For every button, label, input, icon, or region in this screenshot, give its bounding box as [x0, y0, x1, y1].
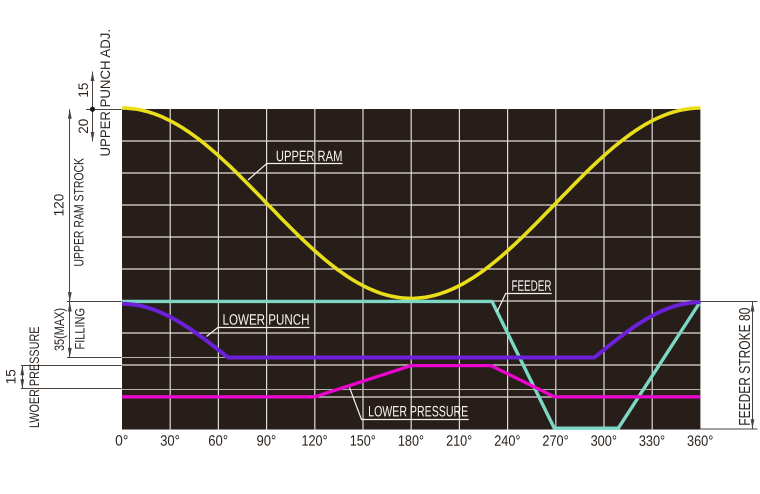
- svg-text:270°: 270°: [542, 433, 568, 450]
- svg-text:300°: 300°: [591, 433, 617, 450]
- svg-text:120°: 120°: [302, 433, 328, 450]
- svg-text:15: 15: [76, 83, 91, 98]
- svg-text:FILLING: FILLING: [71, 308, 87, 350]
- svg-text:FEEDER STROKE 80: FEEDER STROKE 80: [737, 307, 754, 425]
- svg-text:120: 120: [51, 193, 67, 216]
- svg-text:150°: 150°: [350, 433, 376, 450]
- svg-text:240°: 240°: [494, 433, 520, 450]
- svg-text:210°: 210°: [446, 433, 472, 450]
- svg-text:0°: 0°: [115, 433, 128, 450]
- svg-text:35(MAX): 35(MAX): [51, 308, 67, 351]
- svg-text:360°: 360°: [687, 433, 713, 450]
- svg-text:LOWER PRESSURE: LOWER PRESSURE: [368, 403, 468, 420]
- svg-text:LWOER PRESSURE: LWOER PRESSURE: [26, 327, 42, 429]
- svg-text:UPPER RAM STROCK: UPPER RAM STROCK: [71, 158, 87, 267]
- svg-text:FEEDER: FEEDER: [511, 278, 551, 295]
- svg-text:90°: 90°: [256, 433, 276, 450]
- svg-text:UPPER PUNCH ADJ.: UPPER PUNCH ADJ.: [97, 29, 113, 157]
- svg-text:30°: 30°: [160, 433, 180, 450]
- svg-text:LOWER PUNCH: LOWER PUNCH: [223, 312, 310, 329]
- svg-text:15: 15: [4, 369, 19, 384]
- svg-text:330°: 330°: [639, 433, 665, 450]
- svg-text:20: 20: [76, 119, 91, 134]
- svg-text:UPPER RAM: UPPER RAM: [276, 148, 343, 165]
- svg-text:60°: 60°: [208, 433, 228, 450]
- svg-text:180°: 180°: [398, 433, 424, 450]
